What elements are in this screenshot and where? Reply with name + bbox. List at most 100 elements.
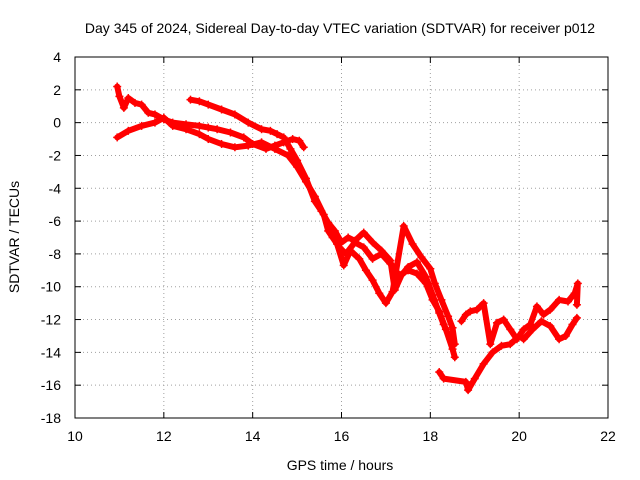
data-point-marker — [144, 108, 153, 117]
data-point-marker — [421, 272, 430, 281]
data-point-marker — [150, 110, 159, 119]
data-point-marker — [113, 82, 122, 91]
data-point-marker — [479, 359, 488, 368]
data-point-marker — [555, 335, 564, 344]
data-point-marker — [519, 325, 528, 334]
data-point-marker — [137, 121, 146, 130]
data-point-marker — [377, 246, 386, 255]
data-point-marker — [439, 374, 448, 383]
data-point-marker — [399, 222, 408, 231]
data-point-marker — [426, 264, 435, 273]
data-point-marker — [430, 279, 439, 288]
data-point-marker — [428, 290, 437, 299]
data-point-marker — [293, 156, 302, 165]
y-tick-label: -18 — [41, 410, 61, 426]
data-point-marker — [439, 320, 448, 329]
data-point-marker — [350, 236, 359, 245]
data-point-marker — [397, 271, 406, 280]
data-point-marker — [195, 121, 204, 130]
data-point-marker — [204, 123, 213, 132]
data-point-marker — [461, 310, 470, 319]
y-tick-label: -8 — [49, 246, 62, 262]
data-point-marker — [546, 322, 555, 331]
y-tick-label: -14 — [41, 344, 61, 360]
x-tick-label: 16 — [334, 428, 350, 444]
data-point-marker — [461, 377, 470, 386]
y-tick-label: -16 — [41, 377, 61, 393]
x-tick-label: 20 — [511, 428, 527, 444]
data-point-marker — [417, 253, 426, 262]
data-point-marker — [273, 130, 282, 139]
data-point-marker — [450, 353, 459, 362]
data-point-marker — [239, 133, 248, 142]
data-point-marker — [195, 130, 204, 139]
data-point-marker — [375, 289, 384, 298]
data-point-marker — [124, 126, 133, 135]
data-point-marker — [526, 320, 535, 329]
x-tick-label: 18 — [423, 428, 439, 444]
data-point-marker — [159, 113, 168, 122]
data-point-marker — [186, 95, 195, 104]
data-point-marker — [195, 97, 204, 106]
y-tick-label: 4 — [53, 49, 61, 65]
data-point-marker — [368, 238, 377, 247]
data-point-marker — [359, 228, 368, 237]
data-point-marker — [512, 335, 521, 344]
data-point-marker — [457, 317, 466, 326]
data-point-marker — [466, 307, 475, 316]
data-point-marker — [346, 246, 355, 255]
data-point-marker — [266, 126, 275, 135]
data-point-marker — [572, 300, 581, 309]
data-point-marker — [119, 103, 128, 112]
data-point-marker — [168, 121, 177, 130]
y-tick-label: -12 — [41, 312, 61, 328]
data-point-marker — [497, 341, 506, 350]
data-point-marker — [472, 305, 481, 314]
data-point-marker — [488, 348, 497, 357]
data-point-marker — [413, 269, 422, 278]
data-point-marker — [499, 315, 508, 324]
y-axis-label: SDTVAR / TECUs — [6, 181, 22, 293]
data-point-marker — [204, 100, 213, 109]
data-point-marker — [368, 276, 377, 285]
data-point-marker — [257, 138, 266, 147]
data-point-marker — [270, 144, 279, 153]
data-point-marker — [413, 258, 422, 267]
y-tick-label: -4 — [49, 180, 62, 196]
data-point-marker — [532, 302, 541, 311]
data-point-marker — [130, 98, 139, 107]
data-point-marker — [124, 94, 133, 103]
data-point-marker — [330, 226, 339, 235]
data-point-marker — [492, 318, 501, 327]
data-point-marker — [572, 313, 581, 322]
data-point-marker — [448, 345, 457, 354]
data-point-marker — [182, 125, 191, 134]
series-track-mid — [187, 96, 454, 343]
data-point-marker — [310, 197, 319, 206]
data-point-marker — [355, 254, 364, 263]
y-tick-label: -2 — [49, 147, 62, 163]
data-point-marker — [230, 110, 239, 119]
data-point-marker — [435, 308, 444, 317]
data-point-marker — [324, 218, 333, 227]
data-point-marker — [344, 233, 353, 242]
series-track-branch — [334, 223, 458, 348]
data-point-marker — [528, 325, 537, 334]
data-point-marker — [388, 287, 397, 296]
data-point-marker — [150, 118, 159, 127]
data-point-marker — [257, 125, 266, 134]
data-point-marker — [470, 374, 479, 383]
data-point-marker — [386, 256, 395, 265]
y-tick-label: 0 — [53, 115, 61, 131]
data-point-marker — [361, 266, 370, 275]
data-point-marker — [573, 279, 582, 288]
data-point-marker — [568, 320, 577, 329]
data-point-marker — [295, 136, 304, 145]
data-point-marker — [450, 340, 459, 349]
data-point-marker — [408, 240, 417, 249]
data-point-marker — [317, 207, 326, 216]
x-tick-label: 12 — [156, 428, 172, 444]
data-point-marker — [226, 128, 235, 137]
data-series — [113, 82, 582, 395]
